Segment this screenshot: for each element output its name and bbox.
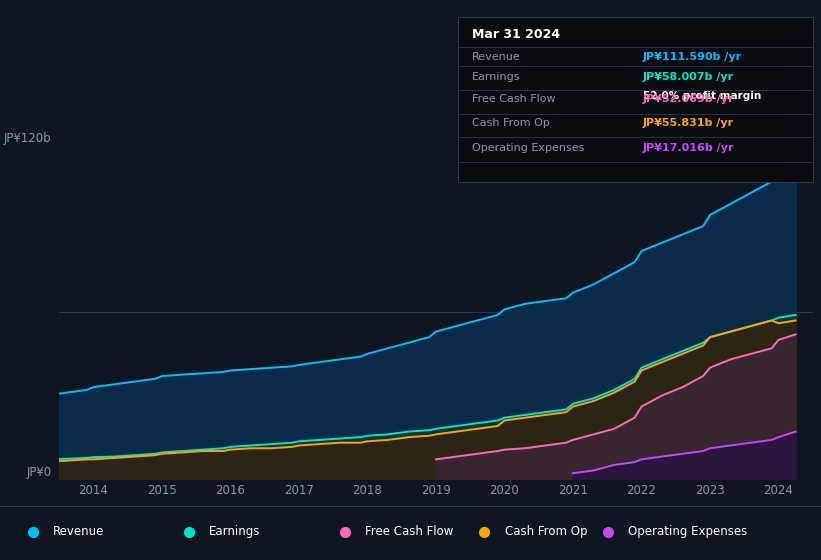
Text: 52.0% profit margin: 52.0% profit margin bbox=[643, 91, 761, 101]
Text: Mar 31 2024: Mar 31 2024 bbox=[472, 29, 561, 41]
Text: Operating Expenses: Operating Expenses bbox=[628, 525, 747, 538]
Text: JP¥52.069b /yr: JP¥52.069b /yr bbox=[643, 95, 734, 104]
Text: Revenue: Revenue bbox=[53, 525, 105, 538]
Text: JP¥17.016b /yr: JP¥17.016b /yr bbox=[643, 143, 734, 153]
Text: JP¥55.831b /yr: JP¥55.831b /yr bbox=[643, 118, 734, 128]
Text: Earnings: Earnings bbox=[472, 72, 521, 82]
Text: JP¥58.007b /yr: JP¥58.007b /yr bbox=[643, 72, 734, 82]
Text: Cash From Op: Cash From Op bbox=[505, 525, 587, 538]
Text: JP¥0: JP¥0 bbox=[26, 466, 52, 479]
Text: Revenue: Revenue bbox=[472, 52, 521, 62]
Text: Free Cash Flow: Free Cash Flow bbox=[365, 525, 454, 538]
Text: Free Cash Flow: Free Cash Flow bbox=[472, 95, 556, 104]
Text: Cash From Op: Cash From Op bbox=[472, 118, 550, 128]
Text: JP¥111.590b /yr: JP¥111.590b /yr bbox=[643, 52, 741, 62]
Text: JP¥120b: JP¥120b bbox=[4, 132, 52, 144]
Text: Operating Expenses: Operating Expenses bbox=[472, 143, 585, 153]
Text: Earnings: Earnings bbox=[209, 525, 261, 538]
